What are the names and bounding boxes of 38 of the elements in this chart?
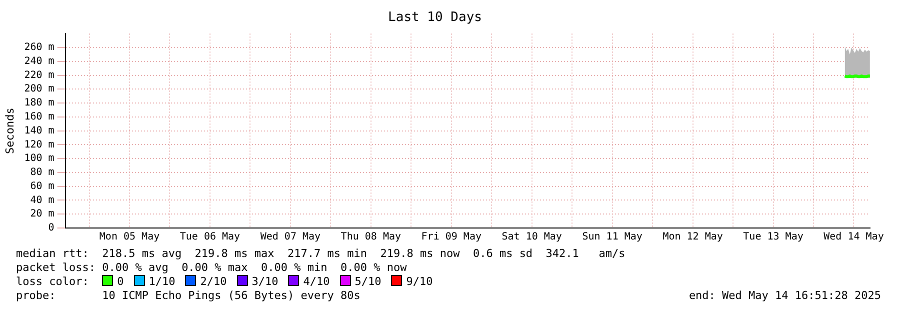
legend-label: 9/10 bbox=[406, 275, 433, 288]
x-tick-label: Wed 07 May bbox=[260, 232, 321, 243]
x-tick-label: Thu 08 May bbox=[340, 232, 402, 243]
text: end: Wed May 14 16:51:28 2025 bbox=[688, 289, 881, 302]
text: probe: 10 ICMP Echo Pings (56 Bytes) every 80s bbox=[16, 289, 360, 302]
y-tick-label: 100 m bbox=[24, 153, 54, 164]
y-tick-label: 140 m bbox=[24, 125, 54, 136]
x-tick-label: Sat 10 May bbox=[502, 232, 562, 243]
y-tick-label: 40 m bbox=[30, 194, 54, 206]
x-tick-label: Mon 05 May bbox=[99, 232, 160, 243]
x-tick-label: Tue 13 May bbox=[743, 232, 804, 243]
y-tick-label: 80 m bbox=[30, 167, 54, 178]
y-tick-label: 20 m bbox=[30, 208, 54, 220]
legend-title: loss color: bbox=[16, 275, 90, 288]
legend-label: 0 bbox=[117, 275, 124, 288]
y-tick-label: 120 m bbox=[24, 139, 54, 150]
y-tick-label: 200 m bbox=[24, 84, 54, 95]
legend-label: 4/10 bbox=[303, 275, 330, 288]
y-tick-label: 60 m bbox=[30, 180, 54, 192]
legend-label: 1/10 bbox=[148, 275, 176, 288]
legend-label: 3/10 bbox=[252, 275, 278, 288]
x-tick-label: Mon 12 May bbox=[662, 232, 723, 243]
x-tick-label: Tue 06 May bbox=[180, 232, 240, 243]
x-tick-label: Fri 09 May bbox=[421, 232, 482, 243]
text: packet loss: 0.00 % avg 0.00 % max 0.00 % min 0.00 % now bbox=[16, 261, 407, 274]
y-tick-label: 260 m bbox=[24, 42, 54, 54]
text: median rtt: 218.5 ms avg 219.8 ms max 217.7 ms min 219.8 ms now 0.6 ms sd 342.1 am/s bbox=[16, 247, 626, 260]
legend-label: 2/10 bbox=[200, 275, 227, 288]
x-tick-label: Wed 14 May bbox=[824, 232, 884, 243]
y-tick-label: 180 m bbox=[24, 98, 54, 109]
y-axis-title: Seconds bbox=[3, 108, 16, 154]
x-tick-label: Sun 11 May bbox=[582, 232, 642, 243]
chart-title: Last 10 Days bbox=[388, 10, 482, 26]
y-tick-label: 160 m bbox=[24, 112, 54, 123]
legend-label: 5/10 bbox=[354, 275, 382, 288]
y-tick-label: 220 m bbox=[24, 70, 54, 81]
y-tick-label: 0 bbox=[48, 222, 54, 234]
y-tick-label: 240 m bbox=[24, 56, 54, 67]
